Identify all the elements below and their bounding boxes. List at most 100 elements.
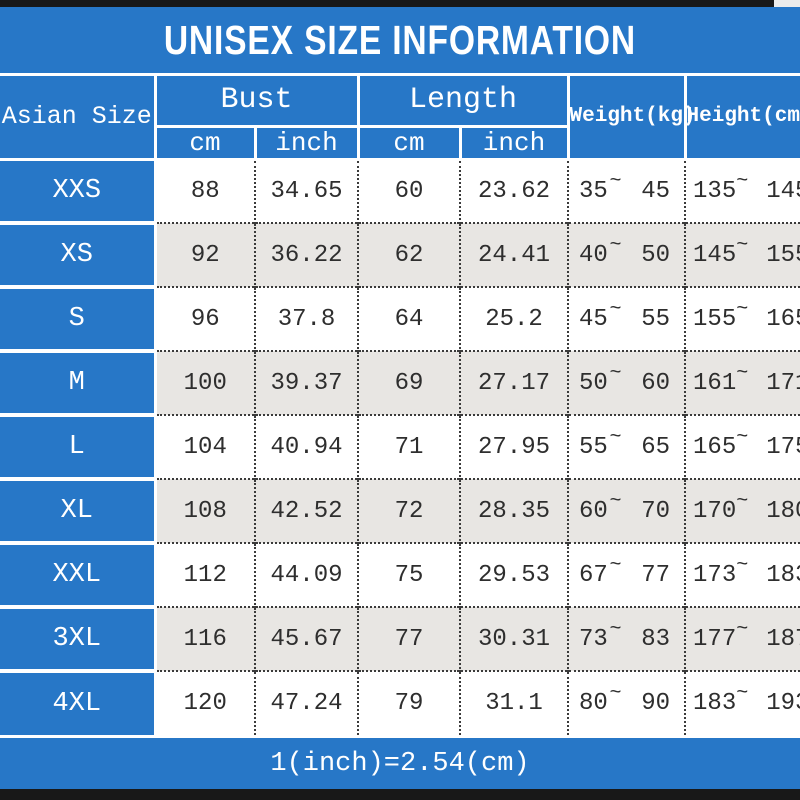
range-tilde: ~ (736, 169, 749, 193)
subheader-length-inch: inch (458, 126, 569, 161)
weight-max: 83 (641, 625, 670, 653)
weight-max: 65 (641, 433, 670, 461)
weight-range: 50 ~60 (567, 350, 686, 415)
table-row: XS 92 36.22 62 24.41 40~50 145~155 (0, 221, 800, 287)
height-min: 173 (693, 561, 737, 589)
size-label: M (0, 349, 157, 415)
subheader-length-cm: cm (356, 126, 461, 161)
bust-cm-value: 92 (155, 222, 255, 287)
weight-min: 50 (579, 369, 608, 397)
weight-max: 70 (641, 497, 670, 525)
length-cm-value: 71 (357, 414, 461, 479)
length-inch-value: 28.35 (459, 478, 569, 543)
footer-band: 1(inch)=2.54(cm) (0, 735, 800, 789)
height-min: 161 (693, 369, 737, 397)
weight-max: 77 (641, 561, 670, 589)
length-inch-value: 27.95 (459, 414, 569, 479)
length-cm-value: 60 (357, 159, 461, 223)
bust-inch-value: 37.8 (253, 286, 359, 351)
header-weight: Weight(kg) (566, 76, 696, 161)
height-range: 170~180 (684, 478, 800, 543)
height-max: 175 (766, 433, 800, 461)
bust-cm-value: 96 (155, 286, 255, 351)
weight-range: 55 ~65 (567, 414, 686, 479)
bust-cm-value: 116 (155, 606, 255, 671)
range-tilde: ~ (609, 361, 622, 385)
length-inch-value: 31.1 (459, 670, 569, 735)
table-row: XXL 112 44.09 75 29.53 67~77 173~183 (0, 541, 800, 607)
weight-range: 35 ~45 (567, 159, 686, 223)
title-band: UNISEX SIZE INFORMATION (0, 7, 800, 76)
size-label: S (0, 285, 157, 351)
length-cm-value: 72 (357, 478, 461, 543)
range-tilde: ~ (609, 425, 622, 449)
weight-min: 45 (579, 305, 608, 333)
table-row: XL 108 42.52 72 28.35 60~70 170~180 (0, 477, 800, 543)
height-range: 155~165 (684, 286, 800, 351)
weight-range: 80 ~90 (567, 670, 686, 735)
table-row: 4XL 120 47.24 79 31.1 80~90 183~193 (0, 669, 800, 735)
weight-max: 45 (641, 177, 670, 205)
height-min: 165 (693, 433, 737, 461)
bottom-border-bar (0, 789, 800, 800)
height-min: 183 (693, 690, 737, 717)
bust-cm-value: 108 (155, 478, 255, 543)
size-label: XS (0, 221, 157, 287)
length-cm-value: 62 (357, 222, 461, 287)
length-inch-value: 24.41 (459, 222, 569, 287)
height-range: 183~193 (684, 670, 800, 735)
bust-inch-value: 39.37 (253, 350, 359, 415)
length-cm-value: 77 (357, 606, 461, 671)
height-range: 135~145 (684, 159, 800, 223)
height-min: 170 (693, 497, 737, 525)
height-range: 173~183 (684, 542, 800, 607)
weight-min: 40 (579, 241, 608, 269)
bust-cm-value: 104 (155, 414, 255, 479)
height-min: 155 (693, 305, 737, 333)
range-tilde: ~ (736, 553, 749, 577)
range-tilde: ~ (736, 489, 749, 513)
weight-range: 40 ~50 (567, 222, 686, 287)
top-border-bar (0, 0, 800, 7)
bust-inch-value: 34.65 (253, 159, 359, 223)
header-length: Length (358, 76, 569, 128)
table-row: XXS 88 34.65 60 23.62 35~45 135~145 (0, 159, 800, 223)
range-tilde: ~ (609, 297, 622, 321)
weight-range: 45 ~55 (567, 286, 686, 351)
header-height: Height(cm) (685, 76, 800, 161)
length-cm-value: 69 (357, 350, 461, 415)
height-max: 155 (766, 241, 800, 269)
bust-cm-value: 120 (155, 670, 255, 735)
height-range: 145~155 (684, 222, 800, 287)
height-range: 177~187 (684, 606, 800, 671)
table-row: 3XL 116 45.67 77 30.31 73~83 177~187 (0, 605, 800, 671)
length-inch-value: 30.31 (459, 606, 569, 671)
subheader-bust-cm: cm (155, 126, 255, 161)
bust-inch-value: 45.67 (253, 606, 359, 671)
size-label: 3XL (0, 605, 157, 671)
weight-max: 50 (641, 241, 670, 269)
weight-range: 73 ~83 (567, 606, 686, 671)
range-tilde: ~ (736, 425, 749, 449)
bust-inch-value: 40.94 (253, 414, 359, 479)
height-range: 165~175 (684, 414, 800, 479)
size-label: L (0, 413, 157, 479)
height-max: 171 (766, 369, 800, 397)
bust-inch-value: 44.09 (253, 542, 359, 607)
subheader-bust-inch: inch (253, 126, 359, 161)
range-tilde: ~ (736, 682, 749, 705)
header-asian-size: Asian Size (0, 76, 157, 161)
range-tilde: ~ (609, 233, 622, 257)
range-tilde: ~ (609, 489, 622, 513)
range-tilde: ~ (609, 553, 622, 577)
range-tilde: ~ (736, 297, 749, 321)
chart-title: UNISEX SIZE INFORMATION (163, 16, 637, 63)
bust-cm-value: 112 (155, 542, 255, 607)
table-row: S 96 37.8 64 25.2 45~55 155~165 (0, 285, 800, 351)
weight-min: 35 (579, 177, 608, 205)
size-table: Asian Size Bust Length Weight(kg) Height… (0, 76, 800, 735)
length-inch-value: 27.17 (459, 350, 569, 415)
weight-max: 60 (641, 369, 670, 397)
length-cm-value: 75 (357, 542, 461, 607)
